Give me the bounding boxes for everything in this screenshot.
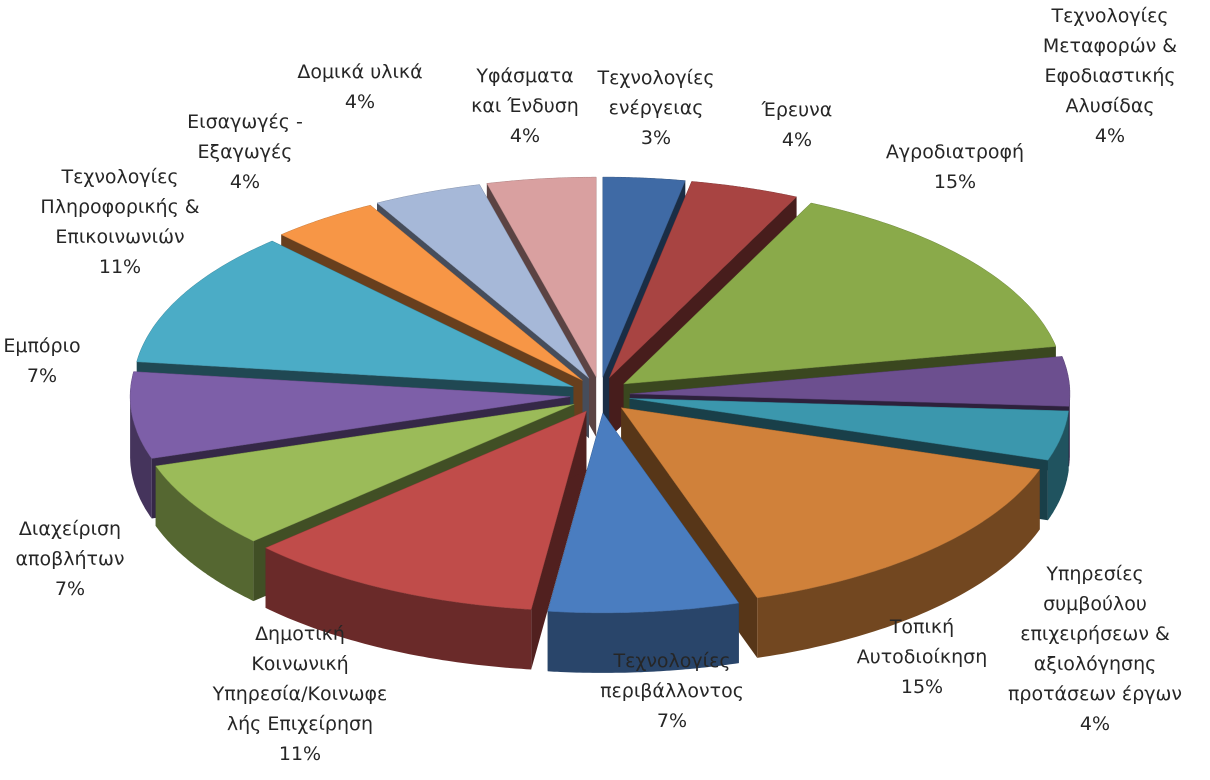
slice-wall — [1069, 393, 1070, 467]
category-label: Δομικά υλικά — [297, 61, 422, 83]
category-label-line: Αγροδιατροφή — [886, 141, 1024, 163]
category-label-line: Κοινωνική — [251, 653, 348, 675]
category-label-line: Εισαγωγές - — [187, 111, 303, 133]
category-label: Τεχνολογίες περιβάλλοντος — [600, 650, 744, 702]
value-label: 11% — [279, 743, 321, 765]
category-label: Έρευνα — [761, 99, 833, 121]
category-label: Υπηρεσίες συμβούλου επιχειρήσεων & αξιολόγη… — [1008, 563, 1182, 705]
slice-top — [486, 176, 597, 379]
slice-top — [629, 398, 1069, 461]
value-label: 15% — [901, 676, 943, 698]
slice-wall — [265, 547, 532, 670]
value-label: 7% — [55, 578, 85, 600]
slice-top — [547, 412, 740, 614]
category-label: Διαχείριση αποβλήτων — [16, 518, 125, 570]
category-label-line: Τοπική — [889, 616, 954, 638]
category-label-line: Εμπόριο — [3, 335, 80, 357]
category-label: Εισαγωγές - Εξαγωγές — [187, 111, 303, 163]
value-label: 4% — [230, 171, 260, 193]
category-label-line: Διαχείριση — [19, 518, 121, 540]
slice-top — [129, 371, 571, 459]
value-label: 7% — [657, 710, 687, 732]
category-label: Τοπική Αυτοδιοίκηση — [857, 616, 988, 668]
value-label: 4% — [1095, 125, 1125, 147]
slice-top — [629, 356, 1071, 407]
category-label-line: Μεταφορών & — [1043, 35, 1177, 57]
slice-top — [155, 403, 575, 542]
slice — [547, 412, 740, 673]
value-label: 15% — [934, 171, 976, 193]
slice-top — [136, 240, 574, 388]
category-label-line: Υπηρεσία/Κοινωφε — [212, 683, 388, 705]
slice-top — [602, 176, 686, 378]
slice-top — [623, 202, 1057, 385]
category-label: Τεχνολογίες ενέργειας — [596, 67, 714, 119]
category-label-line: Έρευνα — [761, 99, 833, 121]
category-label: Αγροδιατροφή — [886, 141, 1024, 163]
category-label-line: Πληροφορικής & — [40, 196, 199, 218]
category-label-line: Υφάσματα — [475, 65, 573, 87]
slice-top — [376, 184, 590, 379]
slice — [620, 407, 1041, 658]
slice-top — [264, 410, 587, 610]
category-label-line: αποβλήτων — [16, 548, 125, 570]
slice-wall — [547, 603, 739, 673]
category-label-line: συμβούλου — [1043, 593, 1147, 615]
value-label: 11% — [99, 256, 141, 278]
category-label-line: περιβάλλοντος — [600, 680, 744, 702]
category-label-line: Τεχνολογίες — [1050, 5, 1168, 27]
category-label-line: Δομικά υλικά — [297, 61, 422, 83]
slice-wall — [155, 466, 254, 602]
category-label-line: Τεχνολογίες — [596, 67, 714, 89]
value-label: 7% — [27, 365, 57, 387]
value-label: 4% — [345, 91, 375, 113]
value-label: 4% — [510, 125, 540, 147]
category-label: Τεχνολογίες Μεταφορών & Εφοδιαστικής Αλυσίδ… — [1043, 5, 1177, 117]
value-label: 3% — [641, 127, 671, 149]
category-label-line: Δημοτική — [255, 623, 345, 645]
value-label: 4% — [1080, 713, 1110, 735]
category-label-line: προτάσεων έργων — [1008, 683, 1182, 705]
category-label-line: αξιολόγησης — [1034, 653, 1157, 675]
category-label: Τεχνολογίες Πληροφορικής & Επικοινωνιών — [40, 166, 199, 248]
slice-wall — [1047, 410, 1069, 521]
slice-top — [620, 407, 1041, 599]
category-label-line: Αυτοδιοίκηση — [857, 646, 988, 668]
category-label-line: Αλυσίδας — [1065, 95, 1154, 117]
category-label-line: Εξαγωγές — [198, 141, 293, 163]
category-label-line: Επικοινωνιών — [55, 226, 184, 248]
category-label: Εμπόριο — [3, 335, 80, 357]
slice — [264, 410, 587, 670]
category-label: Υφάσματα και Ένδυση — [471, 65, 579, 117]
category-label: Δημοτική Κοινωνική Υπηρεσία/Κοινωφε λής Επι… — [212, 623, 388, 735]
category-label-line: Εφοδιαστικής — [1044, 65, 1175, 87]
category-label-line: και Ένδυση — [471, 95, 579, 117]
category-label-line: Τεχνολογίες — [60, 166, 178, 188]
slice-top — [280, 204, 583, 381]
slice-wall — [757, 469, 1040, 658]
category-label-line: ενέργειας — [609, 97, 704, 119]
slice-top — [609, 181, 798, 379]
category-label-line: Υπηρεσίες — [1045, 563, 1143, 585]
category-label-line: λής Επιχείρηση — [227, 713, 373, 735]
value-label: 4% — [782, 129, 812, 151]
category-label-line: Τεχνολογίες — [612, 650, 730, 672]
category-label-line: επιχειρήσεων & — [1020, 623, 1170, 645]
